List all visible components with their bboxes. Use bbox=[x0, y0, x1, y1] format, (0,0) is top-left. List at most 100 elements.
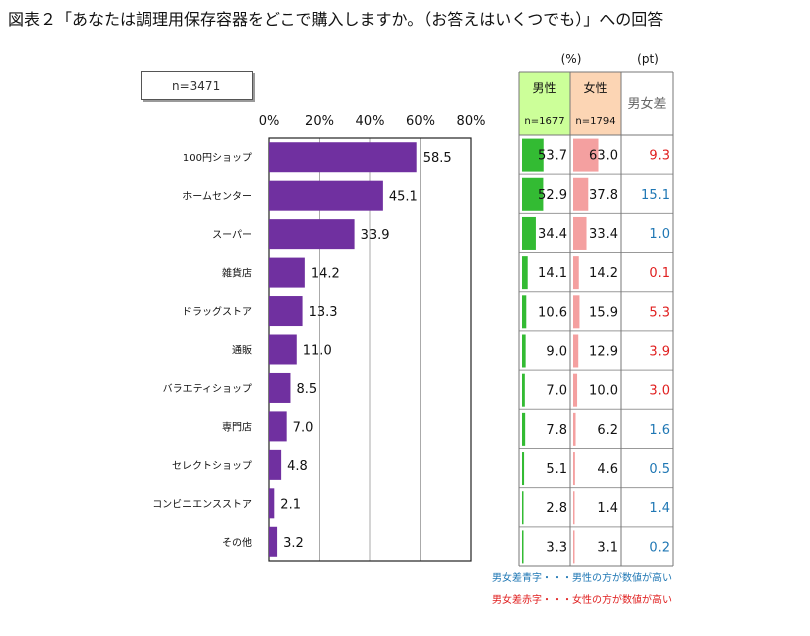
male-value: 34.4 bbox=[538, 227, 567, 242]
diff-value: 5.3 bbox=[649, 305, 670, 320]
diff-value: 0.1 bbox=[649, 266, 670, 281]
bar bbox=[269, 219, 355, 250]
male-value: 9.0 bbox=[546, 345, 567, 360]
bar bbox=[269, 180, 383, 211]
female-bar bbox=[573, 452, 575, 486]
category-label: 専門店 bbox=[222, 420, 252, 433]
data-label: 7.0 bbox=[293, 420, 314, 435]
x-tick-label: 0% bbox=[259, 114, 280, 129]
unit-percent: (%) bbox=[561, 52, 582, 66]
bar bbox=[269, 257, 305, 288]
male-n: n=1677 bbox=[524, 116, 564, 127]
male-bar bbox=[522, 373, 525, 407]
male-bar bbox=[522, 530, 524, 564]
data-label: 33.9 bbox=[361, 228, 390, 243]
female-header-label: 女性 bbox=[583, 80, 607, 95]
female-n: n=1794 bbox=[575, 116, 615, 127]
diff-value: 9.3 bbox=[649, 149, 670, 164]
female-header-bg bbox=[570, 72, 621, 135]
x-tick-label: 80% bbox=[457, 114, 486, 129]
category-label: スーパー bbox=[212, 229, 252, 241]
male-value: 5.1 bbox=[546, 462, 567, 477]
category-label: ホームセンター bbox=[182, 191, 252, 203]
category-label: 雑貨店 bbox=[222, 267, 252, 280]
female-value: 15.9 bbox=[589, 305, 618, 320]
male-value: 2.8 bbox=[546, 501, 567, 516]
female-value: 10.0 bbox=[589, 384, 618, 399]
diff-value: 0.5 bbox=[649, 462, 670, 477]
sample-size-box: n=3471 bbox=[141, 71, 253, 100]
male-bar bbox=[522, 256, 528, 290]
bar bbox=[269, 142, 417, 173]
female-value: 1.4 bbox=[597, 501, 618, 516]
female-bar bbox=[573, 491, 575, 525]
female-value: 14.2 bbox=[589, 266, 618, 281]
female-bar bbox=[573, 412, 576, 446]
male-header-bg bbox=[519, 72, 570, 135]
male-bar bbox=[522, 452, 525, 486]
female-bar bbox=[573, 256, 579, 290]
male-value: 7.0 bbox=[546, 384, 567, 399]
bar bbox=[269, 296, 303, 327]
bar bbox=[269, 526, 278, 557]
male-bar bbox=[522, 334, 526, 368]
note-red: 男女差赤字・・・女性の方が数値が高い bbox=[492, 593, 672, 606]
diff-value: 3.9 bbox=[649, 345, 670, 360]
diff-value: 15.1 bbox=[641, 188, 670, 203]
female-bar bbox=[573, 138, 599, 172]
female-value: 3.1 bbox=[597, 540, 618, 555]
bar bbox=[269, 411, 287, 442]
category-label: その他 bbox=[222, 536, 252, 549]
male-bar bbox=[522, 216, 536, 250]
unit-points: (pt) bbox=[637, 52, 659, 66]
bars bbox=[269, 142, 417, 557]
female-bar bbox=[573, 295, 580, 329]
male-value: 14.1 bbox=[538, 266, 567, 281]
female-bar bbox=[573, 530, 575, 564]
diff-header-label: 男女差 bbox=[627, 96, 666, 112]
data-label: 11.0 bbox=[303, 344, 332, 359]
male-bar bbox=[522, 412, 526, 446]
diff-value: 1.6 bbox=[649, 423, 670, 438]
category-label: 通販 bbox=[232, 345, 252, 357]
diff-value: 1.0 bbox=[649, 227, 670, 242]
data-label: 3.2 bbox=[283, 536, 304, 551]
male-bar bbox=[522, 177, 544, 211]
category-label: セレクトショップ bbox=[172, 460, 252, 472]
male-bar bbox=[522, 491, 524, 525]
page-title: 図表２「あなたは調理用保存容器をどこで購入しますか。（お答えはいくつでも）」への… bbox=[8, 10, 664, 29]
x-tick-label: 20% bbox=[305, 114, 334, 129]
female-value: 4.6 bbox=[597, 462, 618, 477]
female-bar bbox=[573, 216, 587, 250]
data-label: 2.1 bbox=[280, 497, 301, 512]
bar bbox=[269, 449, 282, 480]
data-label: 13.3 bbox=[309, 305, 338, 320]
male-header-label: 男性 bbox=[532, 81, 556, 95]
female-value: 33.4 bbox=[589, 227, 618, 242]
data-label: 45.1 bbox=[389, 190, 418, 205]
female-bar bbox=[573, 177, 589, 211]
category-label: ドラッグストア bbox=[182, 305, 252, 318]
data-label: 58.5 bbox=[423, 151, 452, 166]
male-value: 3.3 bbox=[546, 540, 567, 555]
bar bbox=[269, 488, 275, 519]
bar bbox=[269, 372, 291, 403]
category-label: バラエティショップ bbox=[163, 383, 252, 395]
data-label: 14.2 bbox=[311, 267, 340, 282]
note-blue: 男女差青字・・・男性の方が数値が高い bbox=[492, 571, 672, 584]
male-bar bbox=[522, 295, 527, 329]
female-bar bbox=[573, 334, 579, 368]
data-label: 8.5 bbox=[296, 382, 317, 397]
male-value: 52.9 bbox=[538, 188, 567, 203]
female-value: 63.0 bbox=[589, 149, 618, 164]
female-value: 12.9 bbox=[589, 345, 618, 360]
male-value: 7.8 bbox=[546, 423, 567, 438]
diff-value: 3.0 bbox=[649, 384, 670, 399]
x-tick-label: 40% bbox=[356, 114, 385, 129]
category-label: コンビニエンスストア bbox=[152, 498, 252, 510]
diff-value: 0.2 bbox=[649, 540, 670, 555]
female-value: 6.2 bbox=[597, 423, 618, 438]
category-label: 100円ショップ bbox=[183, 152, 252, 164]
female-bar bbox=[573, 373, 578, 407]
